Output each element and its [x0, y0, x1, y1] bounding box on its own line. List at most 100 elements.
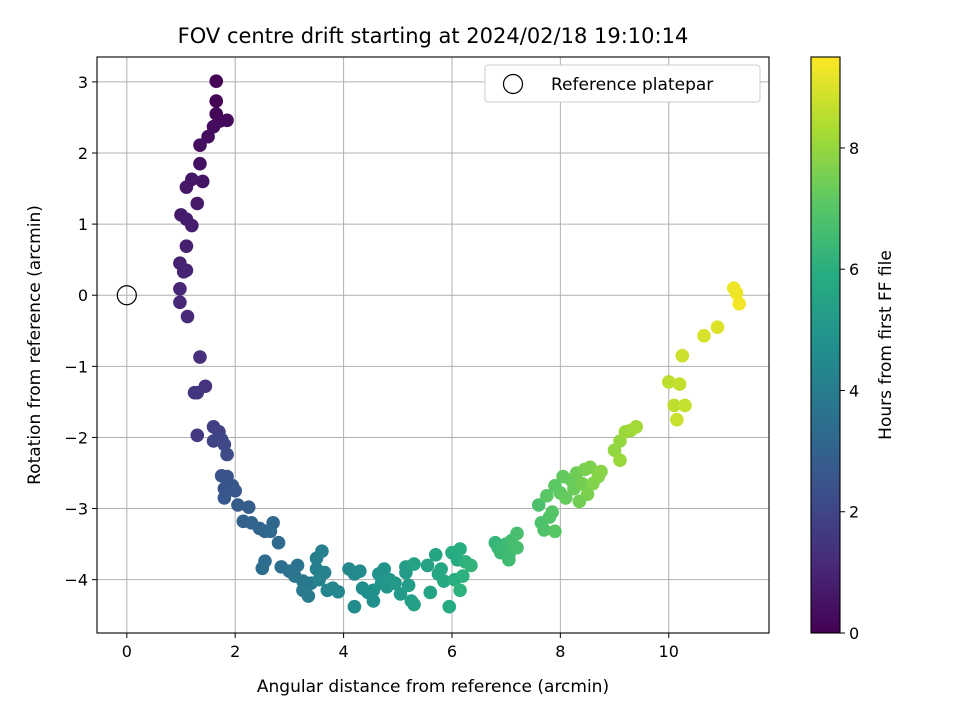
data-point [388, 576, 402, 591]
data-point [377, 562, 392, 576]
chart-title: FOV centre drift starting at 2024/02/18 … [178, 24, 689, 48]
data-point [366, 594, 381, 608]
data-point [173, 295, 187, 310]
data-point [510, 526, 524, 541]
data-point [255, 561, 270, 576]
data-point [710, 320, 725, 335]
data-point [661, 375, 676, 389]
data-point [667, 398, 681, 413]
y-tick-label: 2 [78, 144, 88, 163]
colorbar: 0 2 4 6 8 Hours from first FF file [810, 56, 896, 643]
data-point [672, 377, 687, 391]
data-point [195, 174, 210, 189]
y-tick-label: −3 [64, 500, 88, 519]
data-point [540, 488, 554, 503]
data-point [201, 129, 215, 144]
data-point [193, 138, 207, 152]
data-point [531, 498, 546, 512]
data-point [271, 535, 286, 550]
data-point [179, 180, 194, 194]
y-axis-label: Rotation from reference (arcmin) [25, 205, 45, 485]
data-point [629, 419, 644, 434]
y-tick-label: −1 [64, 357, 88, 376]
data-point [301, 589, 316, 603]
data-point [401, 578, 416, 593]
data-point [312, 572, 326, 587]
data-point [670, 412, 684, 427]
data-point [347, 599, 362, 614]
colorbar-tick-label: 0 [849, 624, 859, 643]
data-point [241, 500, 256, 514]
data-point [190, 196, 205, 211]
data-point [453, 542, 467, 556]
data-point [510, 540, 524, 555]
data-point [180, 309, 195, 324]
data-point [187, 385, 202, 400]
x-tick-label: 0 [122, 642, 132, 661]
colorbar-tick-label: 4 [849, 381, 859, 400]
data-point [442, 599, 457, 614]
y-tick-label: −4 [64, 571, 88, 590]
x-tick-label: 4 [338, 642, 348, 661]
legend-box [484, 64, 761, 103]
grid-lines [97, 57, 769, 633]
colorbar-label: Hours from first FF file [876, 250, 896, 440]
colorbar-tick-label: 8 [849, 139, 859, 158]
data-point [678, 398, 692, 413]
x-tick-label: 10 [659, 642, 679, 661]
data-point [228, 483, 242, 498]
data-point [697, 328, 711, 343]
reference-marker-group [116, 285, 137, 306]
data-point [331, 584, 345, 599]
y-axis-ticks: −4 −3 −2 −1 0 1 2 3 [64, 73, 97, 590]
data-point [732, 296, 746, 311]
data-point [185, 218, 199, 233]
data-point [575, 476, 589, 491]
data-point [209, 74, 224, 88]
data-point [729, 286, 744, 300]
data-point [263, 524, 278, 539]
data-point [434, 562, 448, 576]
data-point [537, 523, 551, 537]
colorbar-gradient [811, 57, 840, 633]
data-point [190, 428, 205, 443]
data-point [220, 113, 234, 128]
y-tick-label: 0 [78, 286, 88, 305]
data-point [209, 94, 224, 108]
data-point [583, 460, 597, 475]
legend-reference-marker-icon [502, 73, 524, 95]
y-tick-label: −2 [64, 428, 88, 447]
x-axis-ticks: 0 2 4 6 8 10 [122, 633, 679, 661]
data-point [502, 552, 516, 567]
data-point [428, 547, 443, 562]
data-point [453, 583, 467, 598]
data-point [613, 453, 627, 468]
data-point [456, 569, 470, 583]
plot-frame [96, 56, 770, 634]
data-point [220, 447, 234, 462]
data-point [407, 557, 421, 571]
data-point [315, 544, 329, 559]
data-point [217, 491, 232, 505]
data-point [594, 464, 608, 479]
data-point [353, 564, 367, 578]
x-tick-label: 2 [230, 642, 240, 661]
colorbar-tick-label: 2 [849, 503, 859, 522]
data-point [179, 239, 194, 253]
data-point [423, 585, 438, 600]
data-point [193, 156, 207, 171]
data-point [407, 597, 421, 612]
data-point [206, 119, 221, 134]
data-point [231, 498, 245, 512]
data-point [193, 350, 207, 364]
x-tick-label: 6 [447, 642, 457, 661]
colorbar-ticks: 0 2 4 6 8 [840, 139, 859, 643]
colorbar-frame [810, 56, 841, 634]
data-point [173, 282, 187, 296]
y-tick-label: 3 [78, 73, 88, 92]
data-points [173, 74, 746, 614]
data-point [290, 558, 305, 573]
data-point [176, 264, 191, 279]
x-axis-label: Angular distance from reference (arcmin) [257, 677, 609, 697]
data-point [675, 348, 690, 363]
